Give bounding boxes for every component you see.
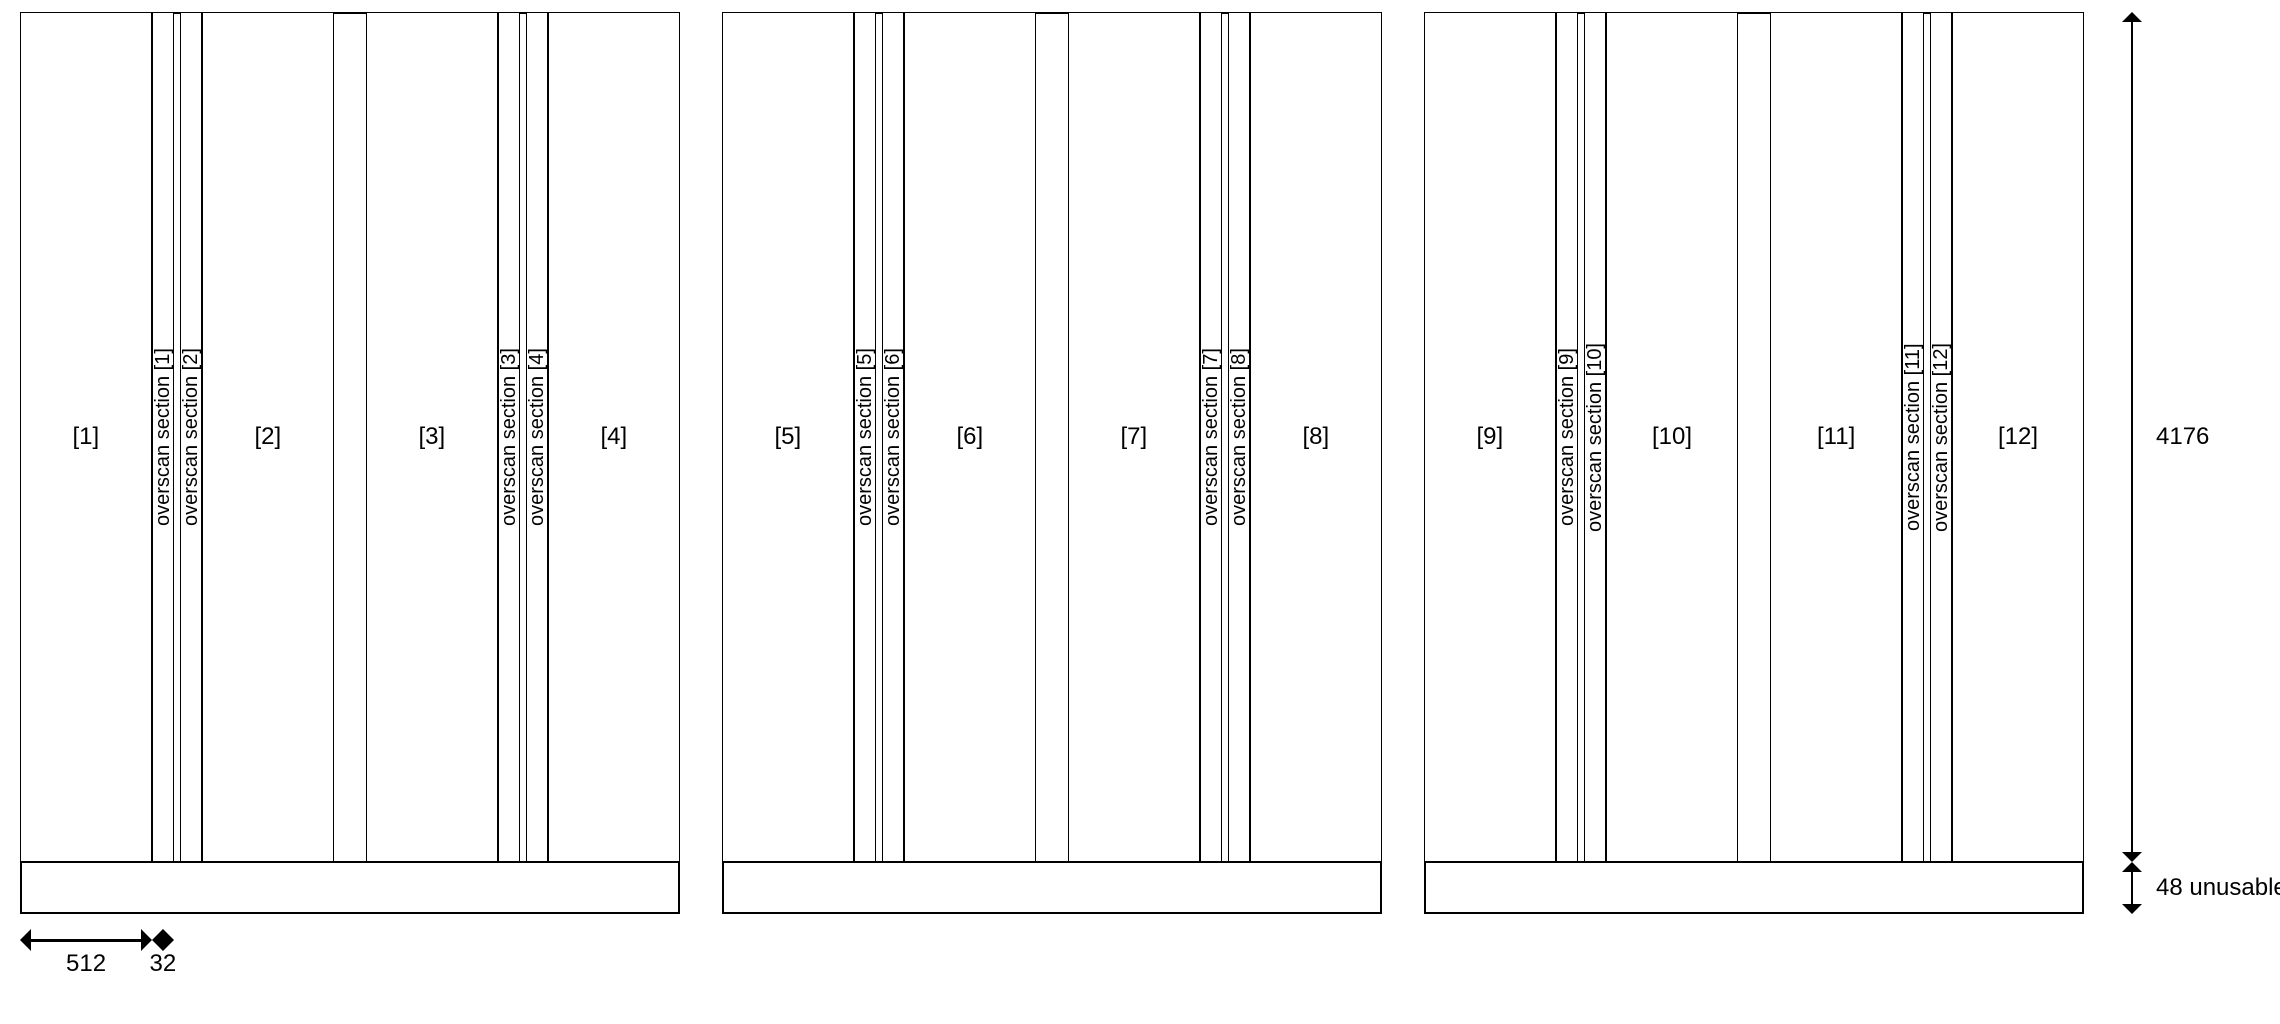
- overscan-section-label-11: overscan section [11]: [1902, 343, 1925, 531]
- dim-arrowhead-32-right: [163, 929, 174, 951]
- dim-arrow-bottom: [2131, 872, 2133, 904]
- dim-arrowhead-32-left: [152, 929, 163, 951]
- dim-arrow-main: [2131, 22, 2133, 852]
- overscan-section-label-8: overscan section [8]: [1228, 348, 1251, 526]
- image-section-label-8: [8]: [1303, 423, 1330, 451]
- image-section-label-10: [10]: [1652, 423, 1692, 451]
- dim-arrowhead-main-bottom: [2122, 852, 2142, 862]
- overscan-section-label-12: overscan section [12]: [1930, 343, 1953, 532]
- dim-arrowhead-bottom-bottom: [2122, 904, 2142, 914]
- overscan-section-label-9: overscan section [9]: [1556, 348, 1579, 526]
- dim-arrowhead-bottom-top: [2122, 862, 2142, 872]
- overscan-section-label-1: overscan section [1]: [152, 348, 175, 526]
- image-section-label-7: [7]: [1121, 423, 1148, 451]
- image-section-label-2: [2]: [255, 423, 282, 451]
- dim-arrow-512: [31, 939, 141, 942]
- dim-arrowhead-512-right: [141, 929, 152, 951]
- overscan-section-label-4: overscan section [4]: [526, 348, 549, 526]
- image-section-label-1: [1]: [73, 423, 100, 451]
- image-section-label-5: [5]: [775, 423, 802, 451]
- image-section-label-4: [4]: [601, 423, 628, 451]
- dim-arrowhead-512-left: [20, 929, 31, 951]
- overscan-section-label-6: overscan section [6]: [882, 348, 905, 526]
- image-section-label-9: [9]: [1477, 423, 1504, 451]
- overscan-section-label-5: overscan section [5]: [854, 348, 877, 526]
- dim-arrowhead-main-top: [2122, 12, 2142, 22]
- dim-label-32: 32: [150, 950, 177, 978]
- dim-label-bottom: 48 unusable rows: [2156, 874, 2280, 902]
- image-section-label-6: [6]: [957, 423, 984, 451]
- dim-label-512: 512: [66, 950, 106, 978]
- overscan-section-label-3: overscan section [3]: [498, 348, 521, 526]
- diagram-stage: [1][2][3][4]overscan section [1]overscan…: [0, 0, 2280, 1024]
- overscan-section-label-2: overscan section [2]: [180, 348, 203, 526]
- image-section-label-12: [12]: [1998, 423, 2038, 451]
- image-section-label-11: [11]: [1817, 423, 1855, 451]
- dim-label-main: 4176: [2156, 423, 2209, 451]
- image-section-label-3: [3]: [419, 423, 446, 451]
- overscan-section-label-7: overscan section [7]: [1200, 348, 1223, 526]
- overscan-section-label-10: overscan section [10]: [1584, 343, 1607, 532]
